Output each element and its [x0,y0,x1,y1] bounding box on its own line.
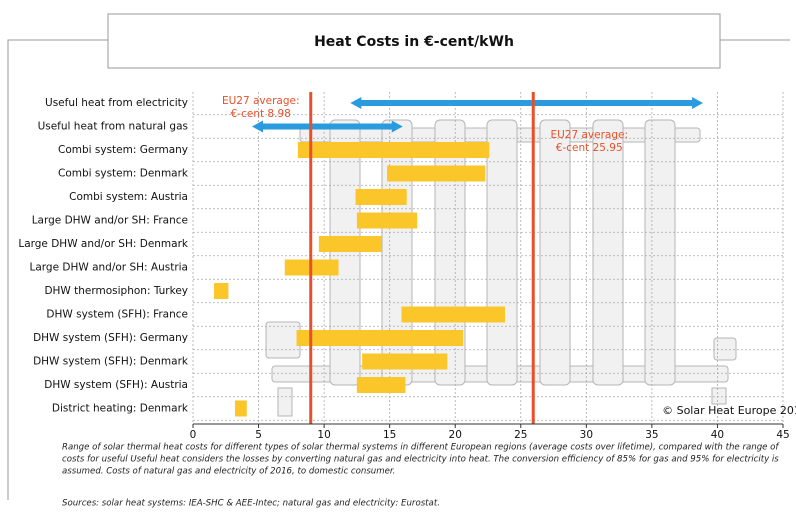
range-bar [362,354,447,370]
category-label: Large DHW and/or SH: Denmark [18,238,189,250]
copyright: © Solar Heat Europe 2017 [662,404,796,417]
x-tick-label: 0 [190,429,197,441]
category-label: Large DHW and/or SH: Austria [30,262,188,274]
x-tick-label: 10 [317,429,330,441]
category-label: DHW system (SFH): France [46,309,188,321]
x-tick-label: 5 [255,429,262,441]
range-arrow [350,97,703,109]
x-tick-label: 15 [383,429,396,441]
category-label: District heating: Denmark [52,403,189,415]
category-label: Combi system: Austria [69,191,188,203]
range-bar [357,377,406,393]
category-label: Large DHW and/or SH: France [32,215,188,227]
x-tick-label: 45 [776,429,789,441]
x-tick-label: 35 [645,429,658,441]
reference-annotation: €-cent 25.95 [556,142,623,154]
range-bar [387,166,485,182]
range-bar [356,189,407,205]
range-bar [357,213,417,229]
category-label: Useful heat from natural gas [38,121,188,133]
caption-line: assumed. Costs of natural gas and electr… [62,467,395,477]
category-label: Combi system: Denmark [58,168,189,180]
x-tick-label: 25 [514,429,527,441]
range-bar [401,307,505,323]
category-label: Combi system: Germany [58,144,188,156]
x-tick-label: 30 [580,429,593,441]
category-label: DHW thermosiphon: Turkey [44,285,188,297]
range-bar [319,236,382,252]
sources: Sources: solar heat systems: IEA-SHC & A… [62,499,440,509]
range-bar [235,401,247,417]
reference-annotation: €-cent 8.98 [231,108,291,120]
caption-line: costs for useful Useful heat considers t… [62,455,779,465]
chart: Heat Costs in €-cent/kWh © Solar Heat Eu… [0,0,796,508]
range-bar [297,330,464,346]
x-tick-label: 40 [711,429,724,441]
reference-annotation: EU27 average: [222,95,300,107]
x-tick-label: 20 [449,429,462,441]
reference-annotation: EU27 average: [550,129,628,141]
category-label: Useful heat from electricity [45,97,188,109]
range-bar [214,283,228,299]
category-label: DHW system (SFH): Germany [33,332,188,344]
category-label: DHW system (SFH): Austria [44,379,188,391]
chart-title: Heat Costs in €-cent/kWh [314,34,514,50]
category-label: DHW system (SFH): Denmark [33,356,189,368]
range-bar [298,142,489,158]
caption-line: Range of solar thermal heat costs for di… [62,443,780,453]
